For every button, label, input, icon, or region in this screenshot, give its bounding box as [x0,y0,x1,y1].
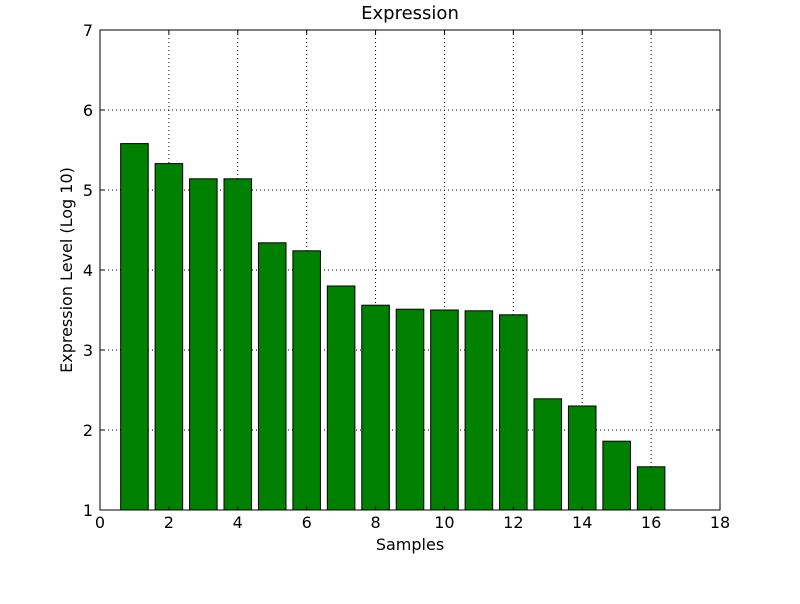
bar-sample-5 [257,242,287,511]
bar-sample-15 [602,440,631,511]
y-axis-label: Expression Level (Log 10) [57,167,76,373]
bar-sample-13 [533,398,563,511]
y-tick-label: 2 [83,421,93,440]
y-tick-label: 3 [83,341,93,360]
bar-sample-14 [567,405,597,511]
bar-sample-10 [430,309,459,511]
bar-sample-16 [636,466,666,511]
x-tick-label: 14 [572,513,592,532]
bar-sample-7 [326,285,356,511]
x-tick-label: 4 [233,513,243,532]
x-axis-label: Samples [376,535,444,554]
x-tick-label: 2 [164,513,174,532]
x-tick-label: 0 [95,513,105,532]
bar-sample-12 [499,314,528,511]
bar-sample-2 [154,163,184,511]
bars [120,143,666,511]
x-tick-label: 6 [302,513,312,532]
bar-sample-8 [361,304,390,511]
y-tick-label: 7 [83,21,93,40]
y-tick-label: 4 [83,261,93,280]
bar-sample-11 [464,310,494,511]
y-tick-label: 5 [83,181,93,200]
chart-title: Expression [361,3,459,24]
x-tick-label: 8 [370,513,380,532]
bar-sample-3 [189,178,218,511]
bar-sample-4 [223,178,253,511]
bar-sample-1 [120,143,149,511]
x-tick-label: 12 [503,513,523,532]
y-tick-label: 1 [83,501,93,520]
x-tick-label: 18 [710,513,730,532]
x-tick-label: 16 [641,513,661,532]
bar-sample-9 [395,308,425,511]
bar-sample-6 [292,250,321,511]
y-tick-label: 6 [83,101,93,120]
x-tick-label: 10 [434,513,454,532]
